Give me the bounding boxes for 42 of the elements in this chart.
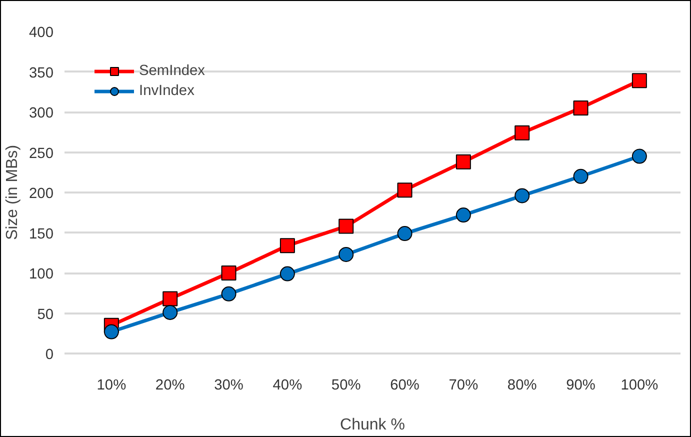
point bbox=[280, 238, 295, 254]
point bbox=[280, 266, 295, 282]
legend-label: InvIndex bbox=[139, 83, 194, 99]
x-axis-title: Chunk % bbox=[340, 416, 405, 434]
y-tick-label: 50 bbox=[37, 306, 54, 323]
y-tick-label: 150 bbox=[29, 226, 54, 242]
x-tick-label: 100% bbox=[620, 378, 658, 394]
x-tick-label: 30% bbox=[214, 378, 244, 394]
x-tick-label: 70% bbox=[448, 378, 478, 394]
point bbox=[338, 218, 354, 234]
y-tick-label: 350 bbox=[29, 65, 54, 82]
x-tick-label: 40% bbox=[272, 378, 302, 394]
point bbox=[397, 182, 412, 198]
point bbox=[514, 188, 530, 204]
y-tick-label: 250 bbox=[29, 146, 54, 162]
x-tick-label: 90% bbox=[566, 378, 596, 394]
y-tick-label: 300 bbox=[29, 106, 54, 122]
point bbox=[162, 291, 178, 306]
y-tick-label: 400 bbox=[29, 25, 54, 41]
point bbox=[221, 266, 236, 280]
point bbox=[573, 168, 588, 184]
point bbox=[632, 73, 647, 88]
x-tick-label: 80% bbox=[507, 378, 537, 394]
point bbox=[221, 286, 236, 302]
point bbox=[632, 148, 647, 164]
point bbox=[162, 304, 178, 320]
x-tick-label: 50% bbox=[331, 378, 361, 394]
point bbox=[397, 226, 412, 242]
point bbox=[456, 154, 471, 170]
y-tick-label: 0 bbox=[45, 347, 54, 363]
point bbox=[514, 125, 530, 140]
y-axis-title: Size (in MBs) bbox=[4, 144, 22, 240]
legend-label: SemIndex bbox=[139, 63, 205, 79]
x-tick-label: 20% bbox=[155, 378, 185, 394]
x-tick-label: 60% bbox=[390, 378, 420, 394]
point bbox=[338, 247, 354, 262]
point bbox=[104, 324, 119, 340]
x-tick-label: 10% bbox=[96, 378, 126, 394]
y-tick-label: 100 bbox=[29, 266, 54, 282]
point bbox=[573, 100, 588, 116]
y-tick-label: 200 bbox=[29, 186, 54, 202]
point bbox=[456, 208, 471, 223]
